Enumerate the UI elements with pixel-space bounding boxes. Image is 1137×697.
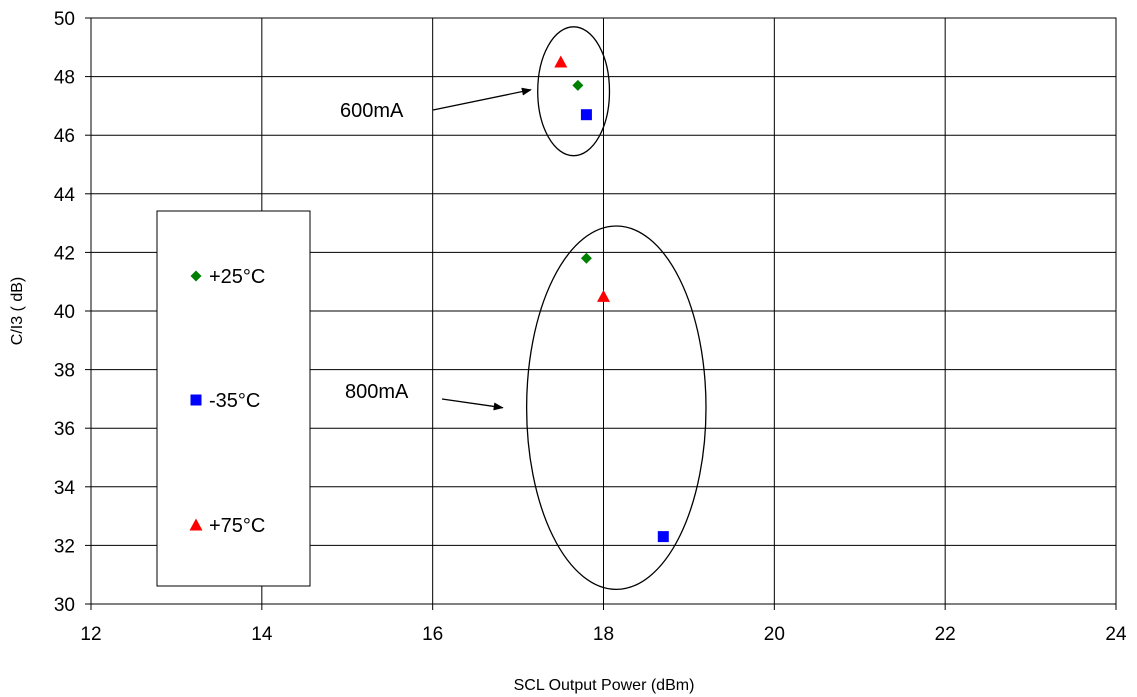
legend-label: +75°C (209, 515, 265, 537)
data-points (554, 55, 669, 543)
data-point-triangle (554, 55, 568, 68)
x-tick-label: 20 (764, 624, 785, 645)
y-tick-label: 48 (54, 68, 75, 89)
y-tick-label: 38 (54, 361, 75, 382)
plot-area (90, 17, 1117, 605)
legend-marker-square (190, 394, 202, 406)
tick-labels: 12 14 16 18 20 22 24 30 32 34 36 38 40 42 44 46 48 50 (54, 9, 1127, 645)
x-axis-title: SCL Output Power (dBm) (514, 677, 695, 694)
data-point-square (580, 109, 592, 121)
legend-label: -35°C (209, 390, 260, 412)
x-tick-label: 14 (251, 624, 273, 645)
x-tick-label: 24 (1105, 624, 1127, 645)
y-tick-label: 34 (54, 478, 76, 499)
y-tick-label: 30 (54, 595, 75, 616)
legend-label: +25°C (209, 266, 265, 288)
data-point-diamond (580, 252, 592, 264)
legend: +25°C -35°C +75°C (156, 210, 311, 587)
legend-box (156, 210, 311, 587)
x-tick-label: 22 (935, 624, 956, 645)
x-tick-label: 16 (422, 624, 443, 645)
y-tick-label: 44 (54, 185, 76, 206)
y-tick-label: 32 (54, 536, 75, 557)
annotation-ellipse (537, 26, 611, 157)
data-point-square (657, 531, 669, 543)
y-tick-label: 36 (54, 419, 75, 440)
annotation-label: 600mA (340, 100, 404, 122)
x-tick-label: 18 (593, 624, 614, 645)
data-point-triangle (597, 289, 610, 302)
y-tick-label: 46 (54, 126, 75, 147)
y-tick-label: 50 (54, 9, 75, 30)
data-point-diamond (572, 79, 584, 91)
annotation-arrow (441, 398, 504, 411)
legend-marker-diamond (190, 270, 202, 282)
annotations: 600mA 800mA (340, 26, 707, 591)
annotation-label: 800mA (345, 381, 409, 403)
y-axis-title: C/I3 ( dB) (9, 277, 26, 345)
x-tick-label: 12 (80, 624, 101, 645)
legend-marker-triangle (189, 518, 203, 531)
annotation-ellipse (525, 225, 707, 591)
y-tick-label: 42 (54, 243, 75, 264)
y-tick-label: 40 (54, 302, 75, 323)
annotation-arrow (432, 87, 532, 111)
